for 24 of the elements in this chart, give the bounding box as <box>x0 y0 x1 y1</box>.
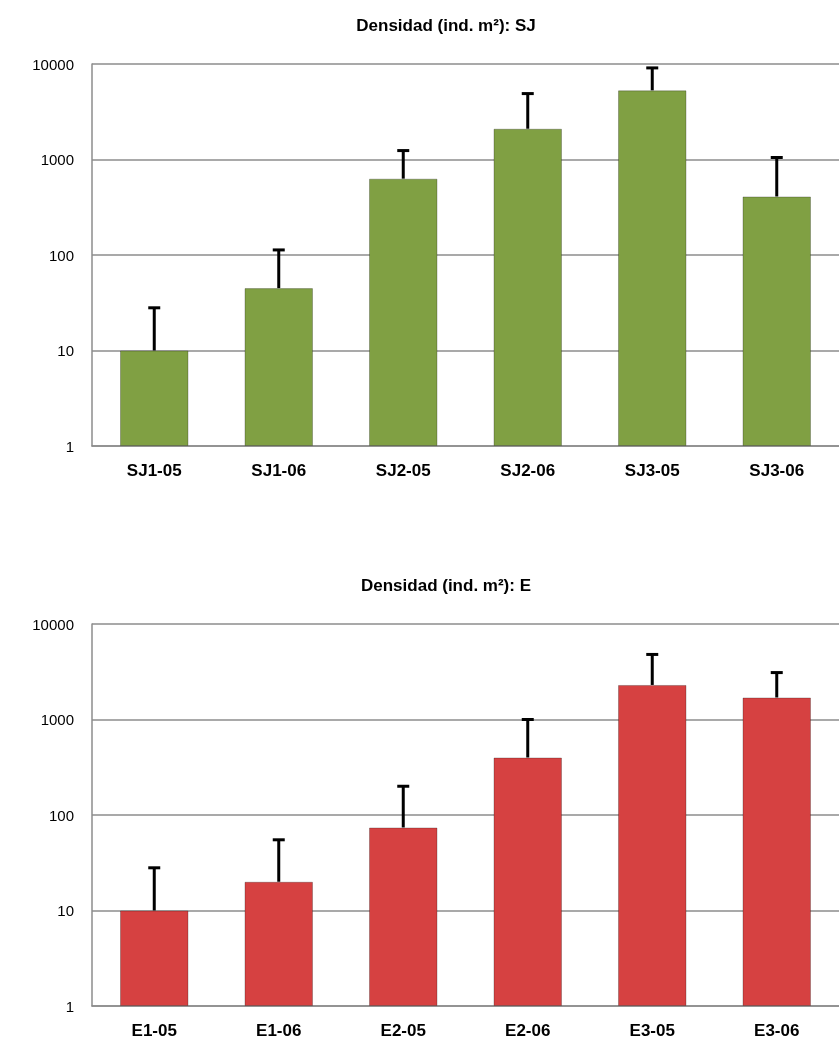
chart-title: Densidad (ind. m²): SJ <box>356 16 536 35</box>
y-tick-label: 10 <box>57 902 74 919</box>
y-tick-label: 1 <box>65 997 74 1015</box>
y-tick-label: 10 <box>57 342 74 359</box>
x-tick-label: E2-05 <box>380 1021 426 1040</box>
x-tick-label: E2-06 <box>505 1021 551 1040</box>
y-tick-label: 1 <box>65 437 74 455</box>
y-tick-label: 100 <box>48 806 74 824</box>
x-tick-label: SJ1-06 <box>251 461 307 480</box>
y-tick-label: 1000 <box>40 711 74 728</box>
x-tick-label: SJ1-05 <box>126 461 182 480</box>
y-tick-label: 100 <box>48 246 74 264</box>
chart-title: Densidad (ind. m²): E <box>361 576 531 595</box>
x-tick-label: SJ2-05 <box>375 461 431 480</box>
x-tick-label: SJ2-06 <box>500 461 556 480</box>
x-tick-label: E3-05 <box>629 1021 675 1040</box>
x-tick-label: SJ3-05 <box>624 461 680 480</box>
x-tick-label: E3-06 <box>754 1021 800 1040</box>
x-tick-label: E1-05 <box>131 1021 177 1040</box>
x-tick-label: SJ3-06 <box>749 461 805 480</box>
x-tick-label: E1-06 <box>256 1021 302 1040</box>
y-tick-label: 10000 <box>32 615 74 633</box>
y-tick-label: 10000 <box>32 55 74 73</box>
y-tick-label: 1000 <box>40 151 74 168</box>
